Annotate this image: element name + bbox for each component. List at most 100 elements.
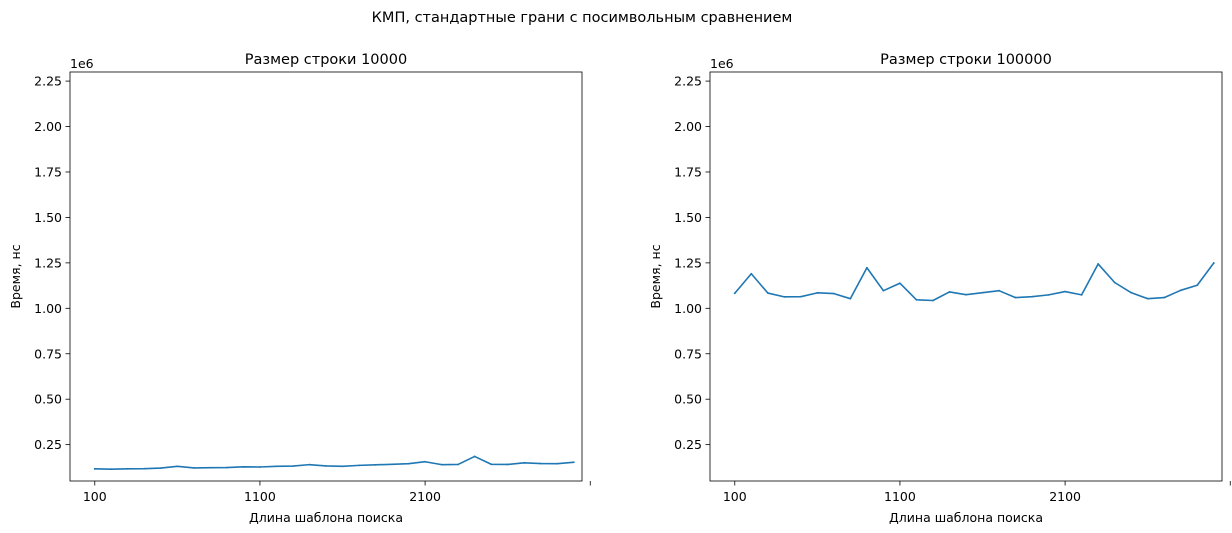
y-tick-label: 0.75 <box>34 346 62 361</box>
data-point <box>325 465 327 467</box>
series-line <box>733 261 1215 302</box>
y-axis-label: Время, нс <box>648 244 663 308</box>
data-point <box>866 266 868 269</box>
data-point <box>143 467 146 470</box>
data-point <box>292 465 294 467</box>
data-point <box>126 467 129 470</box>
data-point <box>733 292 736 295</box>
data-point <box>275 465 278 468</box>
data-point <box>308 463 311 466</box>
x-axis-label: Длина шаблона поиска <box>889 510 1043 525</box>
y-tick-label: 0.25 <box>674 437 702 452</box>
subplot-title: Размер строки 100000 <box>880 52 1052 68</box>
axes-frame <box>709 71 1223 482</box>
data-point <box>799 295 802 298</box>
y-offset-label: 1e6 <box>710 56 734 71</box>
y-tick-label: 0.75 <box>674 346 702 361</box>
data-point <box>1130 291 1133 294</box>
data-point <box>750 272 753 275</box>
y-tick-label: 1.00 <box>34 301 62 316</box>
data-point <box>766 292 769 294</box>
subplot-title: Размер строки 10000 <box>245 52 407 68</box>
data-point <box>110 468 113 471</box>
y-tick-label: 0.25 <box>34 437 62 452</box>
data-point <box>832 292 835 295</box>
y-tick-label: 2.25 <box>674 74 702 89</box>
data-point <box>259 466 261 468</box>
data-point <box>424 460 426 463</box>
y-tick-label: 1.50 <box>34 210 62 225</box>
data-point <box>506 463 509 466</box>
data-point <box>965 293 967 296</box>
subplot-string-size-10000: Размер строки 10000 100 1100 2100 0.25 0.50 0.… <box>8 52 591 525</box>
data-point <box>473 455 476 458</box>
data-point <box>358 464 360 467</box>
data-point <box>1212 262 1215 264</box>
y-tick-label: 2.00 <box>674 119 702 134</box>
data-point <box>932 299 934 302</box>
data-point <box>556 462 559 465</box>
data-point <box>242 465 245 468</box>
data-point <box>341 465 344 468</box>
data-point <box>816 291 819 294</box>
x-tick-label: 2100 <box>409 489 441 504</box>
y-tick-label: 1.25 <box>34 255 62 270</box>
data-point <box>849 297 852 300</box>
data-point <box>209 466 212 469</box>
data-point <box>226 466 228 469</box>
figure-suptitle: КМП, стандартные грани с посимвольным ср… <box>372 10 793 26</box>
data-point <box>572 461 575 464</box>
data-point <box>1031 295 1033 298</box>
data-point <box>176 465 179 468</box>
data-point <box>1163 296 1166 299</box>
y-tick-label: 1.75 <box>674 164 702 179</box>
data-point <box>523 461 526 464</box>
data-point <box>1014 296 1017 299</box>
data-point <box>1064 290 1066 293</box>
data-point <box>783 295 786 298</box>
subplot-string-size-100000: Размер строки 100000 100 1100 2100 0.25 0.50 0… <box>648 52 1231 525</box>
data-point <box>1080 293 1083 296</box>
data-point <box>998 289 1000 292</box>
data-point <box>1097 263 1100 265</box>
data-point <box>915 298 918 301</box>
data-point <box>1179 289 1182 292</box>
y-tick-label: 1.25 <box>674 255 702 270</box>
data-point <box>1146 297 1149 300</box>
data-point <box>539 462 542 465</box>
x-tick-label: 100 <box>723 489 747 504</box>
data-point <box>407 462 410 465</box>
data-point <box>1047 293 1050 296</box>
y-tick-label: 2.25 <box>34 74 62 89</box>
x-tick-label: 2100 <box>1049 489 1081 504</box>
data-point <box>440 463 443 466</box>
data-point <box>457 463 460 466</box>
data-point <box>981 291 984 294</box>
x-tick-label: 1100 <box>244 489 276 504</box>
data-point <box>948 291 951 293</box>
x-tick-label: 100 <box>83 489 107 504</box>
y-tick-label: 1.00 <box>674 301 702 316</box>
data-point <box>391 463 393 466</box>
y-tick-label: 0.50 <box>34 392 62 407</box>
x-tick-label: 1100 <box>884 489 916 504</box>
y-tick-label: 0.50 <box>674 392 702 407</box>
y-tick-label: 2.00 <box>34 119 62 134</box>
data-point <box>1196 284 1199 287</box>
series-line <box>93 455 575 470</box>
y-tick-label: 1.75 <box>34 164 62 179</box>
data-point <box>374 463 377 466</box>
data-point <box>490 463 493 466</box>
x-axis-label: Длина шаблона поиска <box>249 510 403 525</box>
data-point <box>1113 281 1116 284</box>
data-point <box>899 282 901 285</box>
axes-frame <box>69 71 583 482</box>
y-tick-label: 1.50 <box>674 210 702 225</box>
data-point <box>93 467 96 470</box>
data-point <box>159 467 162 469</box>
data-point <box>192 467 195 469</box>
y-offset-label: 1e6 <box>70 56 94 71</box>
y-axis-label: Время, нс <box>8 244 23 308</box>
data-point <box>882 289 885 292</box>
